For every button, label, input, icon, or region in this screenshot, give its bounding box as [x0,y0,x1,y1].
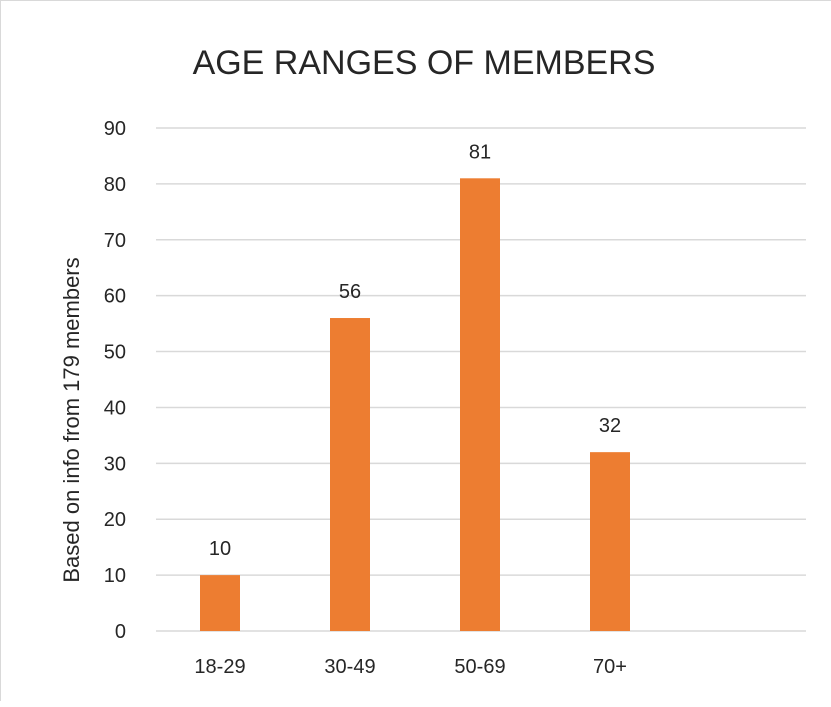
y-tick-label: 40 [104,397,126,419]
bar-30-49 [330,318,370,631]
y-tick-label: 80 [104,174,126,196]
y-tick-label: 90 [104,118,126,140]
bar-70+ [590,452,630,631]
x-tick-label: 70+ [593,656,627,678]
data-label: 81 [469,141,491,163]
bars [200,178,630,632]
y-tick-label: 20 [104,509,126,531]
y-tick-label: 60 [104,286,126,308]
x-tick-label: 18-29 [194,656,245,678]
y-tick-label: 0 [115,621,126,643]
data-labels: 10 56 81 32 [209,141,621,560]
y-axis-label: Based on info from 179 members [59,257,84,582]
x-axis-ticks: 18-29 30-49 50-69 70+ [194,656,627,678]
data-label: 10 [209,538,231,560]
chart-title: AGE RANGES OF MEMBERS [193,44,656,82]
bar-50-69 [460,178,500,632]
y-tick-label: 10 [104,565,126,587]
bar-18-29 [200,575,240,631]
x-tick-label: 50-69 [454,656,505,678]
x-tick-label: 30-49 [324,656,375,678]
data-label: 56 [339,281,361,303]
y-tick-label: 50 [104,342,126,364]
y-tick-label: 70 [104,230,126,252]
y-axis-ticks: 0 10 20 30 40 50 60 70 80 90 [104,118,126,643]
y-tick-label: 30 [104,453,126,475]
data-label: 32 [599,415,621,437]
